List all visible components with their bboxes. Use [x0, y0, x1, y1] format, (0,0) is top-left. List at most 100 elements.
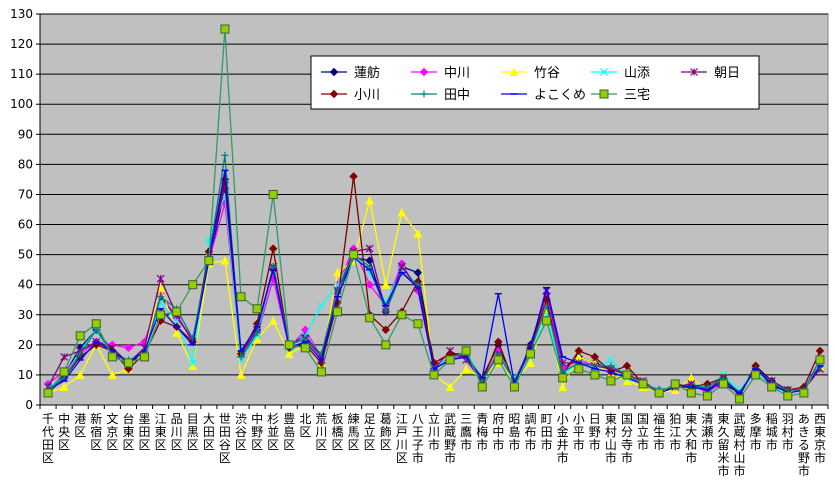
legend-item: 三宅: [591, 88, 650, 103]
x-tick-label: 小平市: [573, 412, 585, 452]
data-point: [157, 293, 165, 301]
legend-label: 朝日: [714, 66, 740, 81]
data-point: [686, 388, 696, 398]
data-point: [268, 316, 278, 325]
x-tick-label: 三鷹市: [460, 412, 472, 452]
data-point: [349, 172, 358, 181]
data-point: [59, 367, 69, 377]
data-point: [43, 388, 53, 398]
data-point: [237, 353, 245, 361]
data-point: [397, 207, 407, 217]
data-point: [365, 244, 374, 253]
data-point: [333, 307, 343, 317]
legend-item: 蓮舫: [321, 65, 380, 81]
data-point: [815, 346, 825, 356]
data-point: [590, 370, 600, 380]
x-tick-label: 葛飾区: [380, 412, 392, 452]
series-9: [43, 24, 825, 404]
x-tick-label: 新宿区: [90, 411, 102, 452]
data-point: [799, 388, 809, 398]
data-point: [284, 340, 294, 350]
x-tick-label: 羽村市: [782, 412, 794, 452]
data-point: [204, 256, 214, 266]
data-point: [670, 379, 680, 389]
y-tick-label: 40: [18, 278, 33, 292]
data-point: [236, 292, 246, 302]
data-point: [445, 355, 455, 365]
data-point: [349, 250, 359, 260]
y-tick-label: 30: [18, 308, 33, 322]
x-tick-label: 足立区: [364, 412, 376, 452]
data-point: [558, 373, 568, 383]
data-point: [140, 352, 150, 362]
data-point: [606, 355, 615, 364]
data-point: [75, 331, 85, 341]
legend-item: 朝日: [681, 66, 740, 81]
data-point: [381, 340, 391, 350]
data-point: [638, 379, 648, 389]
y-tick-label: 90: [18, 127, 33, 141]
data-point: [172, 328, 182, 337]
y-tick-label: 50: [18, 248, 33, 262]
x-tick-label: 東村山市: [605, 412, 617, 465]
legend-label: 竹谷: [534, 66, 560, 81]
data-point: [420, 90, 428, 98]
data-point: [413, 319, 423, 329]
data-point: [365, 313, 375, 323]
data-point: [543, 302, 551, 310]
x-tick-label: 町田市: [541, 412, 553, 452]
x-tick-label: 昭島市: [508, 412, 520, 452]
data-point: [172, 307, 182, 317]
data-point: [574, 364, 584, 374]
x-tick-label: 目黒区: [187, 412, 199, 452]
y-axis: 0 10 20 30 40 50 60 70 80 90 100 110 120 130: [10, 7, 828, 412]
data-point: [188, 280, 198, 290]
x-axis: 千代田区中央区港区新宿区文京区台東区墨田区江東区品川区目黒区大田区世田谷区渋谷区…: [39, 404, 829, 478]
data-point: [493, 355, 503, 365]
x-tick-label: 中央区: [58, 411, 70, 452]
data-point: [397, 310, 407, 320]
data-point: [188, 358, 197, 367]
data-point: [252, 304, 262, 314]
data-point: [59, 382, 69, 391]
x-tick-label: 渋谷区: [235, 412, 247, 452]
data-point: [123, 358, 133, 368]
y-tick-label: 130: [10, 7, 33, 21]
x-tick-label: 墨田区: [139, 412, 151, 452]
x-tick-label: 板橋区: [332, 412, 344, 452]
x-tick-label: 狛江市: [669, 412, 681, 452]
x-tick-label: 福生市: [653, 411, 665, 452]
legend-label: 田中: [444, 88, 470, 103]
data-point: [815, 355, 825, 365]
y-tick-label: 100: [10, 97, 33, 111]
legend-box: [310, 55, 760, 110]
data-point: [220, 256, 230, 265]
x-tick-label: 豊島区: [283, 412, 295, 452]
data-point: [574, 346, 583, 356]
x-tick-label: 品川区: [171, 412, 183, 452]
legend-label: 中川: [444, 66, 470, 81]
x-tick-label: 西東京市: [814, 412, 826, 465]
data-point: [509, 382, 519, 392]
data-point: [477, 382, 487, 392]
x-tick-label: 稲城市: [766, 412, 778, 452]
y-tick-label: 110: [10, 67, 33, 81]
data-point: [60, 352, 69, 361]
data-point: [365, 195, 374, 205]
legend-item: 中川: [411, 66, 470, 81]
x-tick-label: 荒川区: [315, 412, 327, 452]
data-point: [509, 67, 519, 76]
data-point: [236, 370, 246, 379]
data-point: [284, 349, 294, 358]
x-tick-label: 世田谷区: [219, 412, 231, 465]
x-tick-label: 府中市: [492, 411, 504, 452]
data-point: [622, 370, 632, 380]
data-point: [654, 388, 664, 398]
data-point: [622, 376, 632, 385]
x-tick-label: 日野市: [589, 412, 601, 452]
x-tick-label: 中野区: [251, 411, 263, 452]
data-point: [767, 382, 777, 392]
data-point: [429, 370, 439, 380]
